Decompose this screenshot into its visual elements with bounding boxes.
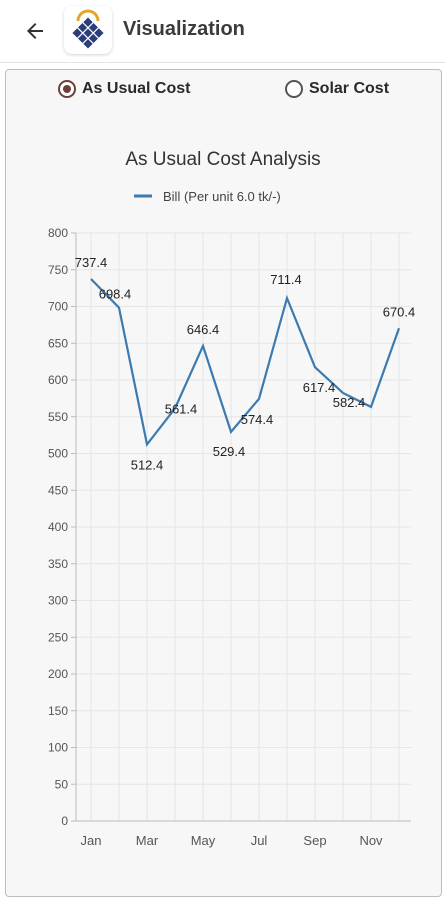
page-title: Visualization — [123, 18, 245, 40]
x-tick-label: Nov — [359, 833, 383, 848]
y-tick-label: 0 — [61, 814, 68, 828]
data-label: 574.4 — [241, 412, 274, 427]
data-label: 529.4 — [213, 444, 246, 459]
y-tick-label: 300 — [48, 594, 68, 608]
data-label: 670.4 — [383, 304, 416, 319]
data-label: 582.4 — [333, 395, 366, 410]
radio-unselected-icon — [285, 80, 303, 98]
y-tick-label: 250 — [48, 630, 68, 644]
cost-line-chart: As Usual Cost Analysis Bill (Per unit 6.… — [48, 149, 416, 848]
solar-panel-logo-icon — [72, 9, 104, 49]
y-tick-label: 700 — [48, 300, 68, 314]
app-bar: Visualization — [0, 0, 445, 63]
x-tick-label: Jul — [251, 833, 268, 848]
x-tick-label: Sep — [303, 833, 326, 848]
x-tick-label: Jan — [81, 833, 102, 848]
y-tick-label: 650 — [48, 336, 68, 350]
y-tick-label: 350 — [48, 557, 68, 571]
x-tick-label: Mar — [136, 833, 159, 848]
y-tick-label: 550 — [48, 410, 68, 424]
y-tick-label: 500 — [48, 447, 68, 461]
cost-type-radio-group: As Usual Cost Solar Cost — [6, 80, 441, 108]
back-button[interactable] — [18, 14, 52, 48]
data-label: 512.4 — [131, 457, 164, 472]
data-label: 617.4 — [303, 380, 336, 395]
data-label: 698.4 — [99, 287, 132, 302]
data-label: 737.4 — [75, 255, 108, 270]
radio-selected-icon — [58, 80, 76, 98]
y-tick-label: 750 — [48, 263, 68, 277]
y-tick-label: 150 — [48, 704, 68, 718]
app-logo — [64, 6, 112, 54]
y-tick-label: 400 — [48, 520, 68, 534]
y-tick-label: 450 — [48, 483, 68, 497]
y-tick-label: 800 — [48, 226, 68, 240]
chart-card: As Usual Cost Solar Cost As Usual Cost A… — [5, 69, 442, 897]
y-tick-label: 100 — [48, 741, 68, 755]
as-usual-cost-radio[interactable]: As Usual Cost — [58, 80, 190, 98]
y-tick-label: 600 — [48, 373, 68, 387]
x-tick-label: May — [191, 833, 216, 848]
chart-title: As Usual Cost Analysis — [125, 149, 320, 170]
data-label: 561.4 — [165, 401, 198, 416]
data-label: 711.4 — [270, 272, 302, 287]
data-label: 646.4 — [187, 322, 220, 337]
y-tick-label: 200 — [48, 667, 68, 681]
arrow-left-icon — [27, 23, 43, 39]
solar-cost-radio[interactable]: Solar Cost — [285, 80, 389, 98]
y-tick-label: 50 — [55, 777, 69, 791]
solar-cost-label: Solar Cost — [309, 80, 390, 97]
series-line — [90, 278, 401, 447]
legend-label: Bill (Per unit 6.0 tk/-) — [163, 189, 281, 204]
as-usual-cost-label: As Usual Cost — [82, 80, 191, 97]
